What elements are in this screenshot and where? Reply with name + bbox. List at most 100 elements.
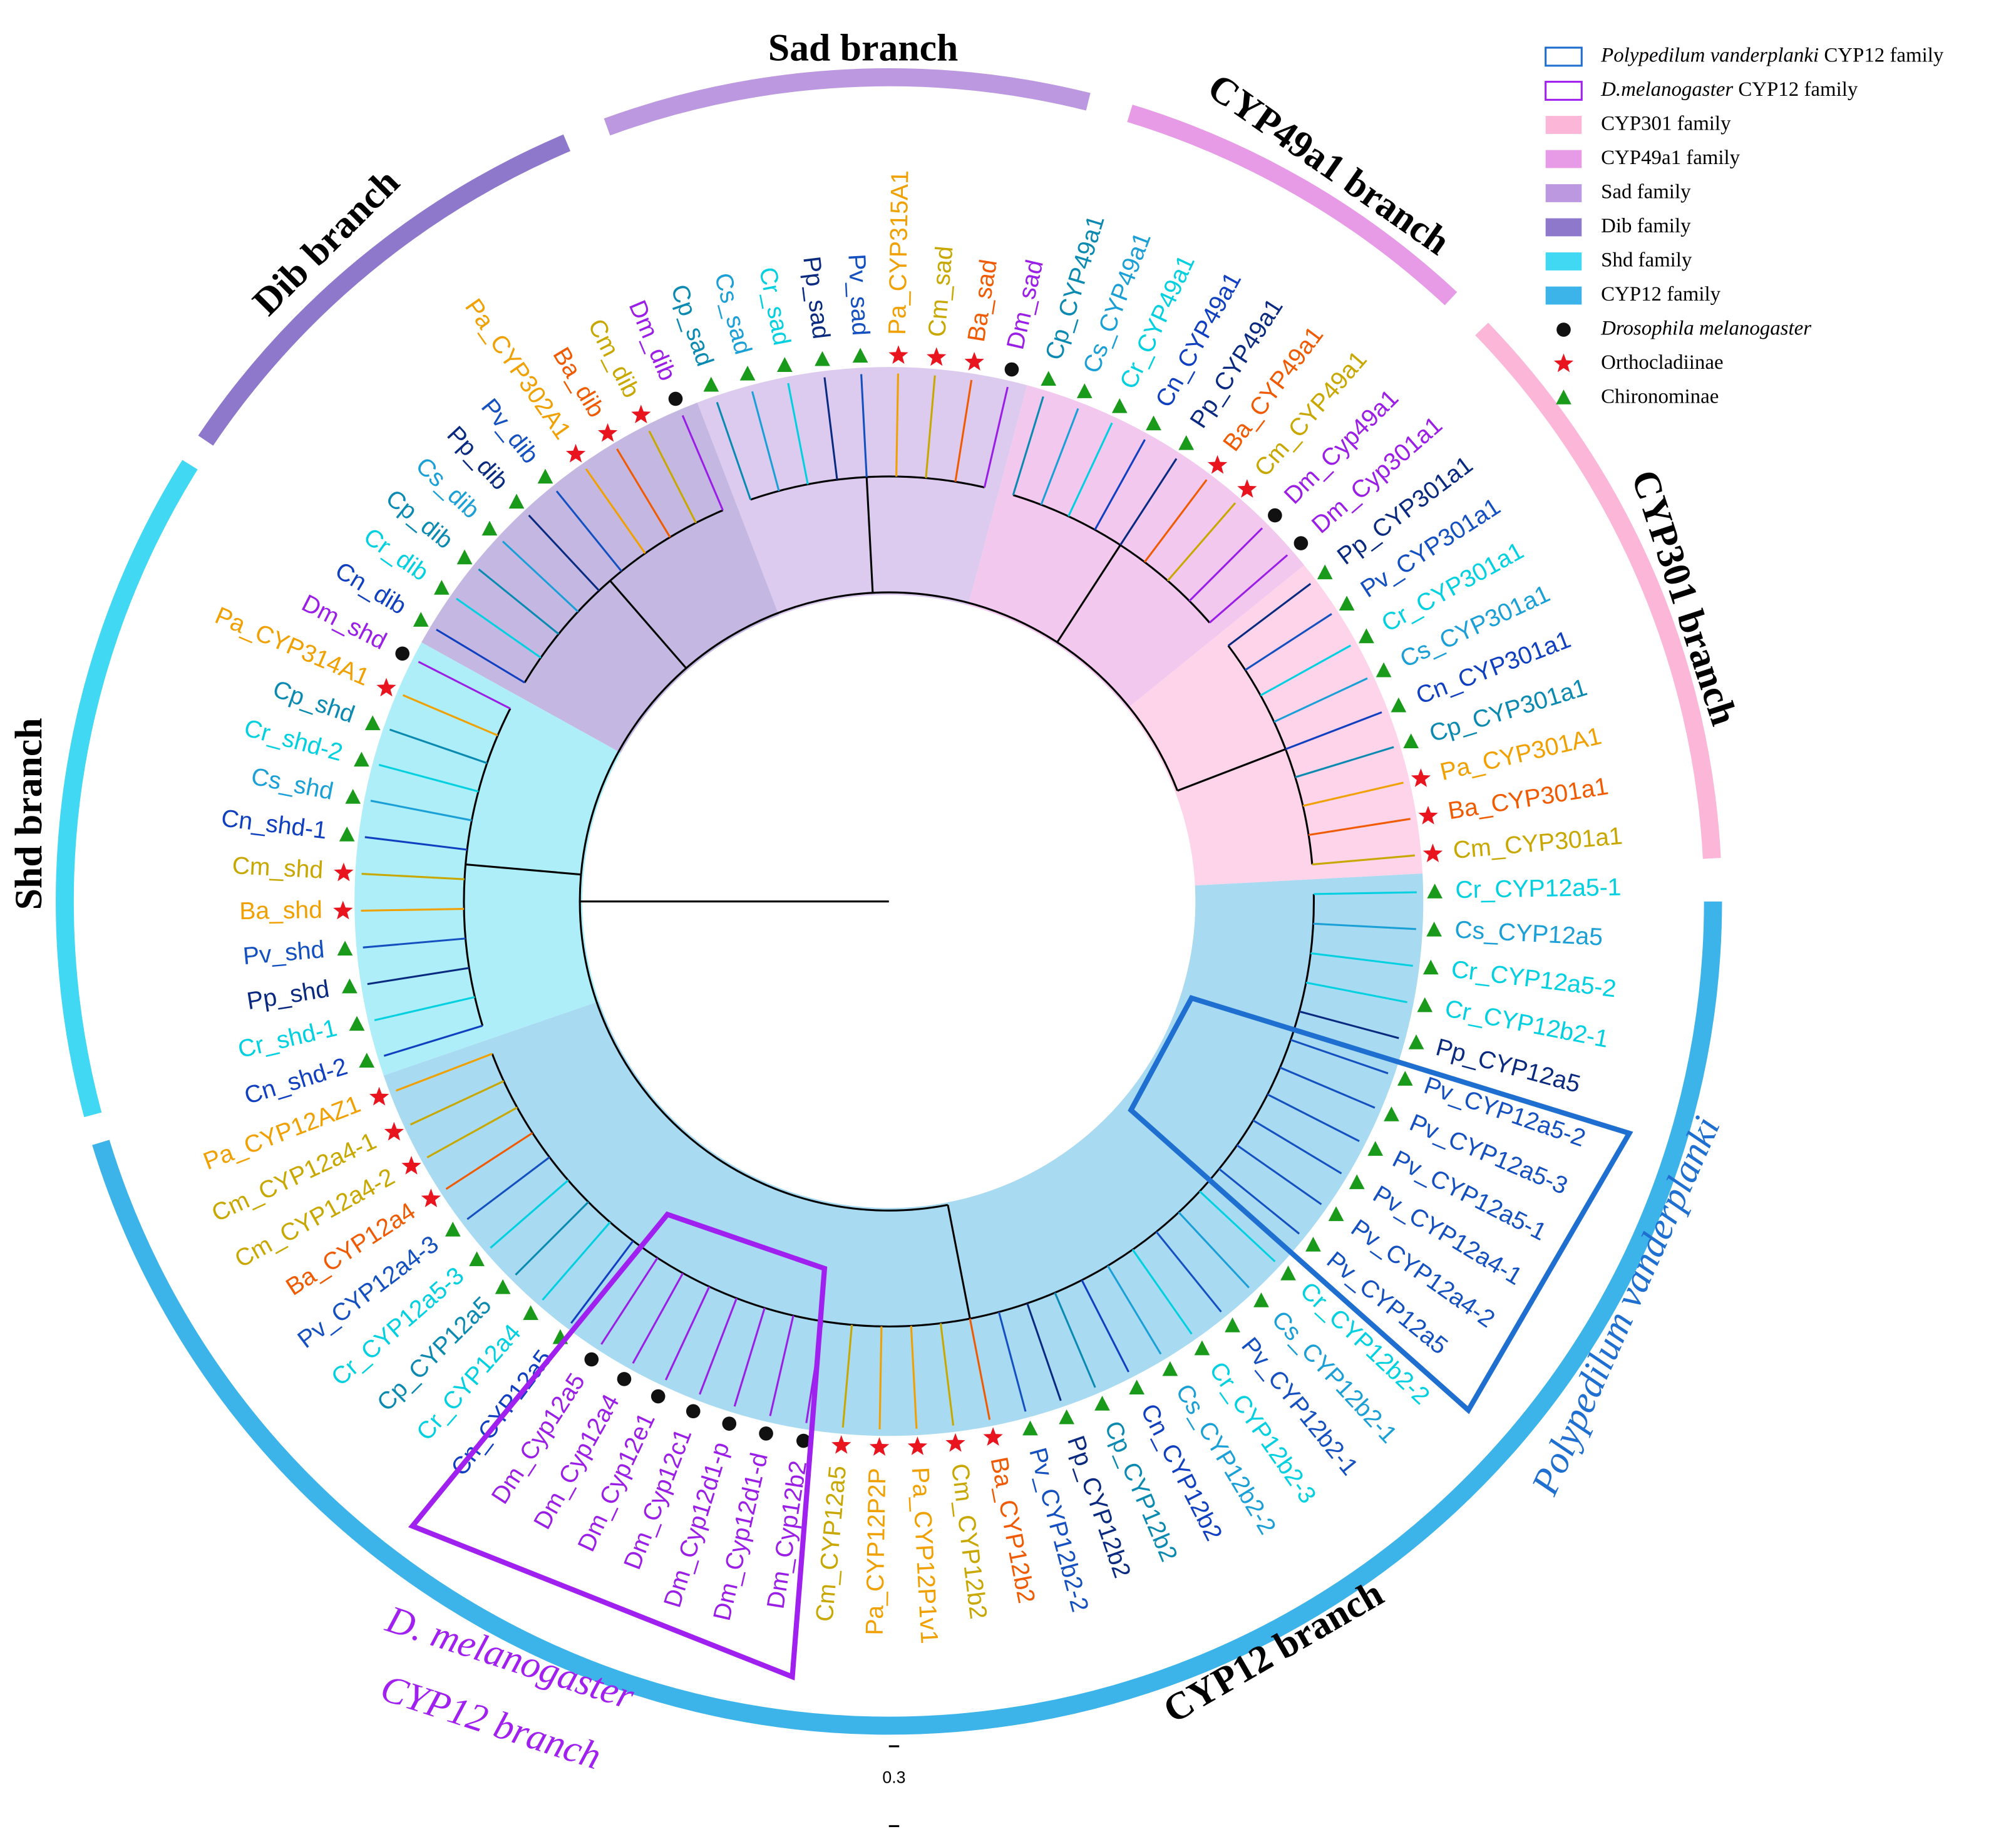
leaf-branch (1252, 1119, 1342, 1175)
leaf-branch (716, 401, 752, 500)
leaf-branch (1040, 408, 1079, 505)
leaf-branch (860, 374, 868, 477)
leaf-marker (345, 788, 361, 804)
leaf-branch (374, 996, 475, 1021)
legend-swatch (1545, 184, 1582, 202)
leaf-marker (1349, 1174, 1365, 1190)
legend-label: Shd family (1601, 249, 1692, 271)
leaf-marker (703, 376, 719, 392)
leaf-marker (1417, 997, 1433, 1012)
leaf-label: Cm_CYP12a5 (811, 1465, 852, 1623)
leaf-marker (1162, 1361, 1178, 1376)
branch (865, 476, 874, 593)
family-ring (56, 460, 198, 1118)
branch (1177, 748, 1286, 792)
leaf-marker (1411, 768, 1431, 787)
leaf-marker (469, 1251, 485, 1267)
legend-label: CYP12 family (1601, 283, 1721, 306)
scale-label: 0.3 (882, 1768, 905, 1786)
leaf-marker (1339, 595, 1355, 611)
leaf-marker (342, 978, 357, 994)
leaf-marker (413, 612, 429, 627)
legend-swatch (1545, 81, 1583, 101)
leaf-branch (370, 800, 472, 822)
leaf-marker (668, 391, 683, 406)
leaf-marker (456, 549, 473, 565)
branch (523, 509, 724, 683)
leaf-branch (878, 1326, 883, 1429)
leaf-marker (421, 1188, 441, 1207)
leaf-branch (841, 1324, 853, 1428)
leaf-branch (787, 383, 809, 485)
leaf-branch (1155, 1231, 1222, 1313)
inner-arc (620, 615, 782, 757)
leaf-branch (769, 1315, 795, 1416)
leaf-branch (570, 1240, 634, 1324)
leaf-branch (1166, 502, 1237, 582)
leaf-branch (1273, 677, 1368, 723)
leaf-branch (616, 448, 671, 538)
leaf-marker (339, 827, 355, 842)
leaf-label: Ba_sad (963, 257, 1002, 344)
leaf-branch (555, 490, 622, 572)
leaf-label: Pa_CYP12P2P (861, 1468, 892, 1636)
leaf-branch (1143, 479, 1208, 563)
legend-swatch (1545, 46, 1583, 67)
leaf-branch (699, 1297, 738, 1395)
leaf-marker (686, 1404, 701, 1419)
leaf-branch (910, 1326, 918, 1429)
leaf-branch (1208, 554, 1288, 624)
leaf-marker (907, 1436, 928, 1455)
legend-marker (1556, 322, 1571, 337)
leaf-marker (481, 520, 498, 536)
leaf-marker (334, 862, 354, 882)
leaf-branch (1312, 854, 1415, 866)
leaf-branch (478, 568, 560, 635)
leaf-marker (852, 348, 868, 363)
leaf-marker (1268, 508, 1282, 523)
family-shade (697, 367, 1027, 616)
leaf-marker (1280, 1265, 1296, 1280)
legend-label: Dib family (1601, 215, 1691, 237)
leaf-branch (1227, 582, 1312, 647)
leaf-branch (1290, 1039, 1389, 1074)
leaf-marker (1253, 1292, 1269, 1307)
leaf-label: Pv_shd (242, 936, 326, 970)
leaf-branch (515, 1201, 589, 1276)
leaf-marker (349, 1016, 365, 1031)
leaf-branch (681, 415, 724, 511)
leaf-marker (945, 1433, 965, 1452)
leaf-branch (1260, 644, 1352, 697)
leaf-marker (597, 423, 618, 442)
leaf-branch (1310, 952, 1413, 967)
leaf-label: Ba_shd (239, 897, 322, 925)
leaf-marker (376, 677, 396, 697)
leaf-branch (1245, 613, 1332, 671)
legend-swatch (1545, 218, 1582, 237)
legend-label: Sad family (1601, 180, 1691, 203)
branch (580, 591, 1179, 875)
leaf-label: Cm_shd (232, 852, 324, 884)
leaf-marker (1022, 1420, 1038, 1436)
leaf-branch (1054, 1292, 1096, 1388)
leaf-branch (389, 728, 488, 765)
leaf-marker (333, 900, 353, 920)
leaf-marker (1207, 455, 1228, 474)
family-shade (354, 642, 621, 1076)
leaf-branch (501, 540, 579, 612)
leaf-branch (1081, 1279, 1129, 1373)
leaf-marker (831, 1435, 851, 1454)
leaf-label: Cm_CYP301a1 (1452, 823, 1623, 864)
inner-arc (966, 605, 1128, 714)
legend-label: CYP49a1 family (1601, 147, 1741, 169)
leaf-branch (1267, 1093, 1360, 1142)
leaf-branch (1308, 818, 1411, 837)
leaf-branch (1299, 1010, 1399, 1039)
leaf-marker (796, 1433, 811, 1448)
leaf-branch (983, 386, 1009, 488)
leaf-branch (648, 430, 697, 523)
leaf-branch (395, 1053, 493, 1092)
leaf-marker (1178, 435, 1195, 450)
leaf-label: Cs_CYP12a5 (1454, 916, 1603, 950)
leaf-branch (954, 379, 973, 482)
